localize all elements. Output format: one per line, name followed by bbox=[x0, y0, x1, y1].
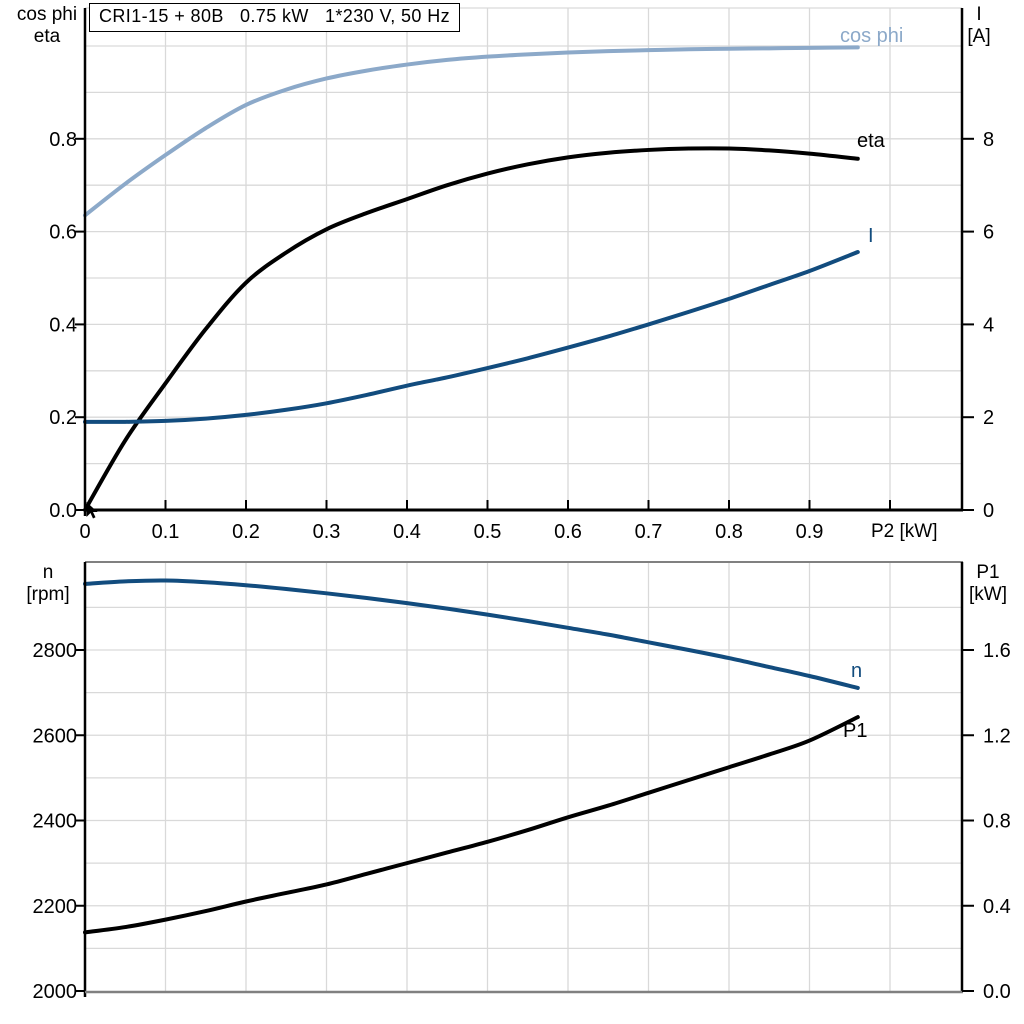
x-tick-label: 0.5 bbox=[474, 521, 502, 543]
curve-cos-phi bbox=[83, 45, 860, 218]
curve-label-eta: eta bbox=[857, 130, 885, 152]
curve-i bbox=[83, 250, 860, 424]
x-tick-label: 0.9 bbox=[796, 521, 824, 543]
top-right-axis-label: I [A] bbox=[950, 4, 1008, 48]
right-tick-label: 1.2 bbox=[983, 725, 1011, 747]
speed-axis-label-line1: n bbox=[42, 562, 54, 583]
top-left-axis-label: cos phi eta bbox=[2, 4, 92, 48]
title-text: CRI1-15 + 80B 0.75 kW 1*230 V, 50 Hz bbox=[99, 6, 451, 26]
right-tick-label: 0 bbox=[983, 500, 994, 522]
x-axis-label: P2 [kW] bbox=[871, 521, 938, 542]
x-tick-label: 0.3 bbox=[313, 521, 341, 543]
curve-label-cos-phi: cos phi bbox=[840, 25, 904, 47]
left-tick-label: 0.6 bbox=[49, 222, 77, 244]
x-tick-label: 0.1 bbox=[152, 521, 180, 543]
right-tick-label: 2 bbox=[983, 407, 994, 429]
left-tick-label: 0.8 bbox=[49, 129, 77, 151]
x-tick-label: 0.8 bbox=[715, 521, 743, 543]
title-box: CRI1-15 + 80B 0.75 kW 1*230 V, 50 Hz bbox=[89, 3, 461, 32]
mouse-cursor bbox=[86, 502, 98, 519]
right-axis-label-line2: [A] bbox=[967, 26, 991, 47]
bottom-left-axis-label: n [rpm] bbox=[2, 562, 94, 606]
left-tick-label: 2000 bbox=[33, 981, 78, 1003]
left-tick-label: 0.0 bbox=[49, 500, 77, 522]
right-axis-label-line1: I bbox=[976, 4, 982, 25]
x-tick-label: 0.2 bbox=[232, 521, 260, 543]
right-tick-label: 4 bbox=[983, 314, 994, 336]
curve-p1 bbox=[83, 715, 860, 935]
left-tick-label: 2800 bbox=[33, 640, 78, 662]
x-tick-label: 0.7 bbox=[635, 521, 663, 543]
curve-eta bbox=[83, 146, 860, 512]
speed-axis-label-line2: [rpm] bbox=[26, 584, 70, 605]
curve-n bbox=[83, 578, 860, 690]
left-tick-label: 0.4 bbox=[49, 314, 77, 336]
left-tick-label: 2200 bbox=[33, 896, 78, 918]
curve-label-n: n bbox=[851, 660, 863, 682]
x-tick-label: 0.4 bbox=[393, 521, 421, 543]
p1-axis-label-line1: P1 bbox=[976, 562, 1000, 583]
right-tick-label: 0.4 bbox=[983, 896, 1011, 918]
left-axis-label-line1: cos phi bbox=[16, 4, 78, 25]
curve-label-i: I bbox=[868, 225, 874, 247]
curve-label-p1: P1 bbox=[843, 720, 868, 742]
right-tick-label: 8 bbox=[983, 129, 994, 151]
p1-axis-label-line2: [kW] bbox=[969, 584, 1007, 605]
bottom-right-axis-label: P1 [kW] bbox=[956, 562, 1020, 606]
x-tick-label: 0 bbox=[79, 521, 90, 543]
right-tick-label: 0.8 bbox=[983, 811, 1011, 833]
right-tick-label: 1.6 bbox=[983, 640, 1011, 662]
right-tick-label: 0.0 bbox=[983, 981, 1011, 1003]
left-tick-label: 2400 bbox=[33, 811, 78, 833]
left-tick-label: 2600 bbox=[33, 725, 78, 747]
left-tick-label: 0.2 bbox=[49, 407, 77, 429]
left-axis-label-line2: eta bbox=[33, 26, 61, 47]
right-tick-label: 6 bbox=[983, 222, 994, 244]
x-tick-label: 0.6 bbox=[554, 521, 582, 543]
